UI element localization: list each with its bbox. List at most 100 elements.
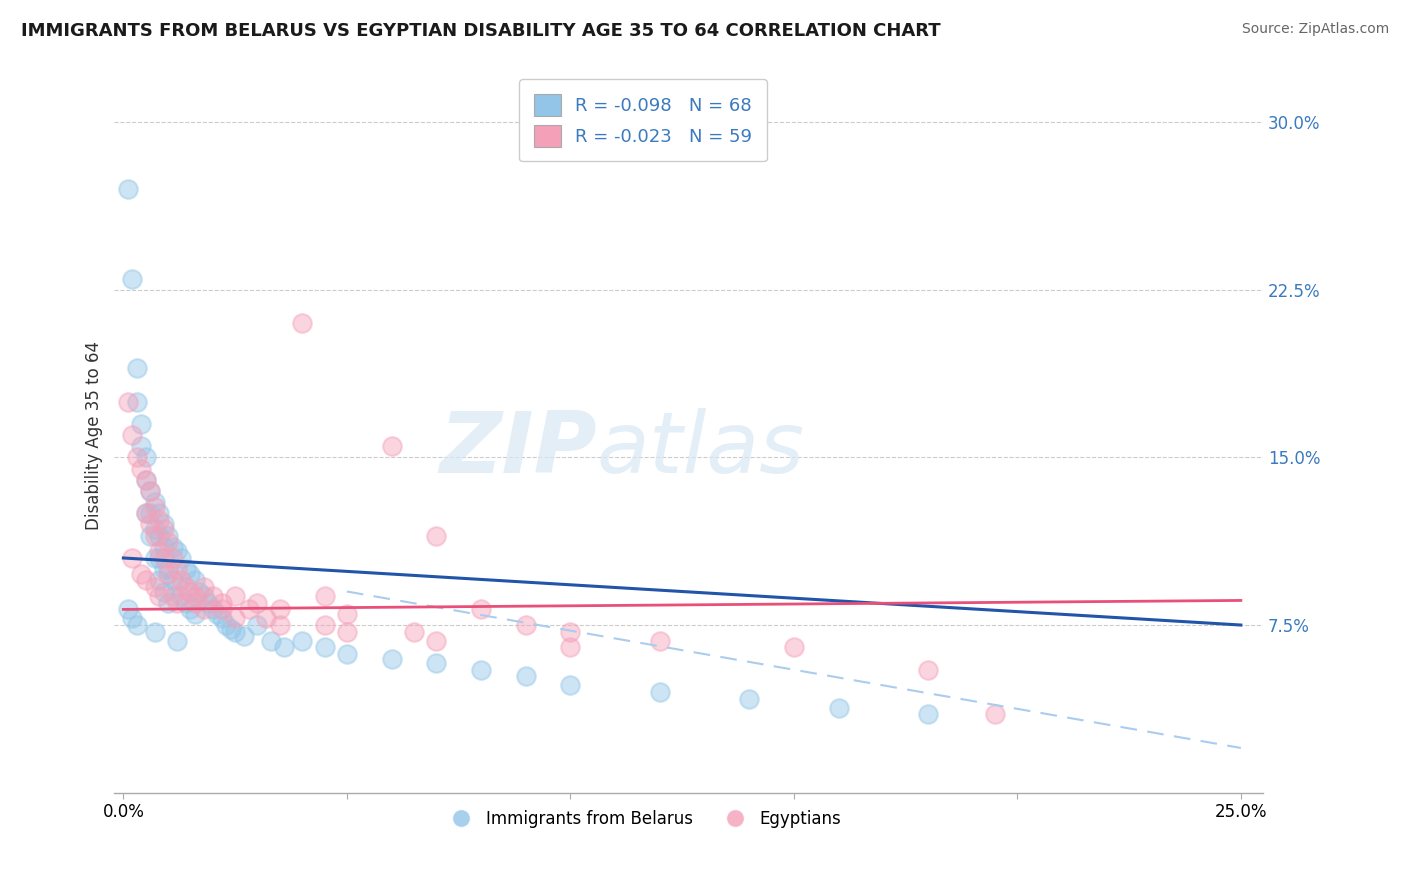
Point [211,602,233,616]
Point [515,618,537,632]
Point [170,551,193,566]
Point [121,428,143,442]
Point [143,528,166,542]
Point [197,596,219,610]
Point [179,584,201,599]
Point [139,483,162,498]
Point [560,624,582,639]
Point [827,700,849,714]
Point [129,439,152,453]
Point [152,522,174,536]
Point [125,361,148,376]
Point [224,624,246,639]
Point [425,656,447,670]
Point [157,566,180,581]
Point [246,618,269,632]
Point [117,394,139,409]
Point [402,624,425,639]
Point [291,316,314,330]
Point [380,439,402,453]
Point [246,596,269,610]
Point [139,483,162,498]
Point [121,551,143,566]
Point [917,663,939,677]
Point [179,602,201,616]
Point [129,566,152,581]
Point [166,580,188,594]
Point [738,691,761,706]
Point [148,589,170,603]
Point [336,647,359,661]
Text: IMMIGRANTS FROM BELARUS VS EGYPTIAN DISABILITY AGE 35 TO 64 CORRELATION CHART: IMMIGRANTS FROM BELARUS VS EGYPTIAN DISA… [21,22,941,40]
Point [129,461,152,475]
Point [184,574,207,588]
Point [143,551,166,566]
Point [917,707,939,722]
Point [219,623,242,637]
Point [162,551,184,566]
Point [215,618,238,632]
Point [125,394,148,409]
Point [254,611,277,625]
Point [125,450,148,465]
Point [205,607,228,621]
Point [314,589,336,603]
Point [157,528,180,542]
Point [260,633,283,648]
Point [152,517,174,532]
Point [174,596,197,610]
Point [143,580,166,594]
Point [166,596,188,610]
Point [201,589,224,603]
Point [211,596,233,610]
Legend: Immigrants from Belarus, Egyptians: Immigrants from Belarus, Egyptians [437,803,848,834]
Point [135,506,157,520]
Point [179,566,201,581]
Point [184,589,207,603]
Point [380,651,402,665]
Point [162,540,184,554]
Point [291,633,314,648]
Point [117,602,139,616]
Point [174,562,197,576]
Point [157,596,180,610]
Point [162,574,184,588]
Point [273,640,295,655]
Point [188,584,211,599]
Point [560,678,582,692]
Point [135,473,157,487]
Point [238,602,260,616]
Point [129,417,152,431]
Point [148,551,170,566]
Text: Source: ZipAtlas.com: Source: ZipAtlas.com [1241,22,1389,37]
Point [224,611,246,625]
Point [152,584,174,599]
Point [143,500,166,514]
Point [336,624,359,639]
Point [425,528,447,542]
Point [125,618,148,632]
Point [143,495,166,509]
Point [648,633,671,648]
Point [170,589,193,603]
Text: atlas: atlas [598,408,804,491]
Point [269,602,291,616]
Point [170,574,193,588]
Point [224,589,246,603]
Point [143,624,166,639]
Point [162,589,184,603]
Point [121,611,143,625]
Point [148,574,170,588]
Point [984,707,1007,722]
Point [783,640,806,655]
Point [201,602,224,616]
Point [135,450,157,465]
Y-axis label: Disability Age 35 to 64: Disability Age 35 to 64 [86,341,103,530]
Point [560,640,582,655]
Point [314,618,336,632]
Point [152,551,174,566]
Text: ZIP: ZIP [439,408,598,491]
Point [648,685,671,699]
Point [121,271,143,285]
Point [184,596,207,610]
